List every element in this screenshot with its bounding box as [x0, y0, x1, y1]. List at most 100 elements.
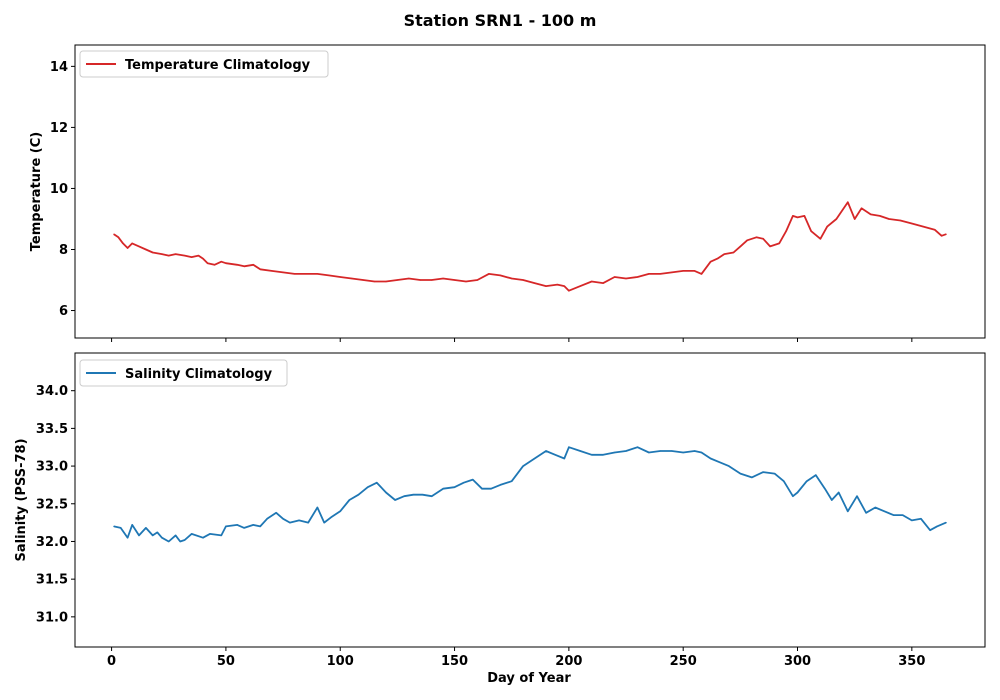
salinity-data-point — [700, 451, 703, 454]
temperature-data-point — [488, 273, 490, 275]
salinity-data-point — [739, 473, 741, 475]
salinity-y-tick-label: 33.0 — [36, 460, 68, 475]
salinity-plot-area — [74, 352, 986, 648]
temperature-data-point — [465, 280, 467, 283]
temperature-data-point — [252, 264, 254, 266]
salinity-data-point — [694, 450, 696, 452]
temperature-panel: 6 8 10 12 14 Temperature (C) Temperature Cli… — [29, 44, 986, 342]
salinity-data-point — [168, 540, 170, 543]
x-tick-label: 50 — [217, 654, 235, 669]
salinity-y-tick-label: 32.0 — [36, 535, 68, 550]
salinity-data-point — [774, 473, 776, 475]
salinity-data-point — [602, 454, 604, 456]
temperature-data-point — [282, 271, 284, 273]
salinity-data-point — [883, 510, 885, 512]
salinity-data-point — [648, 451, 650, 454]
salinity-y-tick-label: 34.0 — [36, 384, 68, 399]
temperature-data-point — [591, 280, 593, 283]
temperature-data-point — [810, 230, 812, 232]
salinity-data-point — [131, 524, 133, 526]
temperature-data-point — [117, 236, 120, 238]
temperature-data-point — [476, 279, 479, 281]
salinity-data-point — [710, 457, 712, 460]
x-tick-label: 300 — [784, 654, 811, 669]
x-tick-label: 150 — [441, 654, 468, 669]
x-tick-label: 250 — [670, 654, 697, 669]
salinity-data-point — [856, 495, 858, 497]
salinity-data-point — [874, 506, 876, 509]
temperature-legend-label: Temperature Climatology — [125, 58, 311, 73]
x-axis-label: Day of Year — [487, 671, 571, 686]
temperature-data-point — [778, 242, 780, 244]
salinity-y-tick-label: 31.5 — [36, 573, 68, 588]
salinity-data-point — [323, 522, 325, 524]
temperature-data-point — [716, 258, 719, 260]
salinity-legend-label: Salinity Climatology — [125, 367, 273, 382]
salinity-data-point — [865, 512, 867, 514]
temperature-data-point — [328, 274, 330, 277]
salinity-data-point — [376, 482, 378, 484]
temperature-data-point — [197, 254, 200, 257]
temperature-data-point — [755, 236, 757, 238]
salinity-data-point — [339, 510, 341, 512]
salinity-data-point — [533, 457, 536, 460]
temperature-data-point — [854, 218, 856, 220]
temperature-data-point — [293, 273, 296, 275]
temperature-data-point — [202, 258, 204, 260]
temperature-data-point — [122, 242, 124, 244]
temperature-data-point — [213, 264, 216, 266]
salinity-data-point — [307, 522, 309, 524]
temperature-data-point — [796, 216, 799, 219]
salinity-data-point — [266, 518, 268, 520]
salinity-y-axis: 31.0 31.5 32.0 32.5 33.0 33.5 34.0 — [36, 384, 75, 625]
temperature-y-tick-label: 10 — [50, 182, 68, 197]
salinity-data-point — [783, 480, 785, 482]
temperature-data-point — [207, 262, 209, 264]
temperature-y-axis: 6 8 10 12 14 — [50, 60, 75, 319]
salinity-panel: 31.0 31.5 32.0 32.5 33.0 33.5 34.0 0 50 100 150 20… — [14, 352, 986, 669]
temperature-data-point — [385, 280, 387, 283]
salinity-data-point — [145, 527, 147, 529]
temperature-data-point — [351, 277, 353, 280]
salinity-data-point — [902, 514, 904, 516]
temperature-data-point — [236, 264, 238, 266]
temperature-data-point — [922, 225, 924, 228]
salinity-data-point — [613, 451, 616, 454]
salinity-data-point — [929, 529, 931, 531]
salinity-data-point — [298, 519, 300, 521]
temperature-data-point — [860, 207, 863, 209]
salinity-data-point — [225, 525, 227, 527]
temperature-data-point — [723, 253, 725, 255]
temperature-data-point — [826, 225, 828, 228]
temperature-data-point — [934, 229, 936, 231]
salinity-data-point — [126, 537, 129, 539]
temperature-y-tick-label: 12 — [50, 121, 68, 136]
temperature-data-point — [545, 285, 547, 287]
temperature-data-point — [803, 215, 805, 217]
salinity-data-point — [431, 495, 433, 497]
salinity-data-point — [824, 488, 826, 490]
temperature-data-point — [113, 233, 115, 235]
salinity-data-point — [636, 446, 639, 448]
temperature-data-point — [220, 261, 222, 263]
salinity-data-point — [796, 491, 799, 494]
temperature-data-point — [396, 279, 398, 281]
temperature-data-point — [243, 265, 245, 267]
temperature-data-point — [746, 239, 748, 241]
salinity-data-point — [831, 499, 833, 501]
temperature-data-point — [579, 285, 581, 287]
temperature-data-point — [625, 277, 627, 280]
salinity-data-point — [421, 494, 424, 496]
salinity-data-point — [568, 446, 570, 448]
salinity-data-point — [385, 491, 387, 494]
salinity-data-point — [138, 534, 140, 537]
salinity-data-point — [259, 525, 261, 527]
salinity-data-point — [243, 527, 245, 529]
salinity-data-point — [113, 525, 115, 527]
temperature-data-point — [671, 271, 673, 273]
salinity-data-points — [113, 446, 947, 543]
temperature-data-point — [870, 213, 872, 215]
temperature-data-point — [888, 218, 890, 220]
salinity-data-point — [472, 479, 474, 481]
salinity-data-point — [275, 512, 277, 514]
